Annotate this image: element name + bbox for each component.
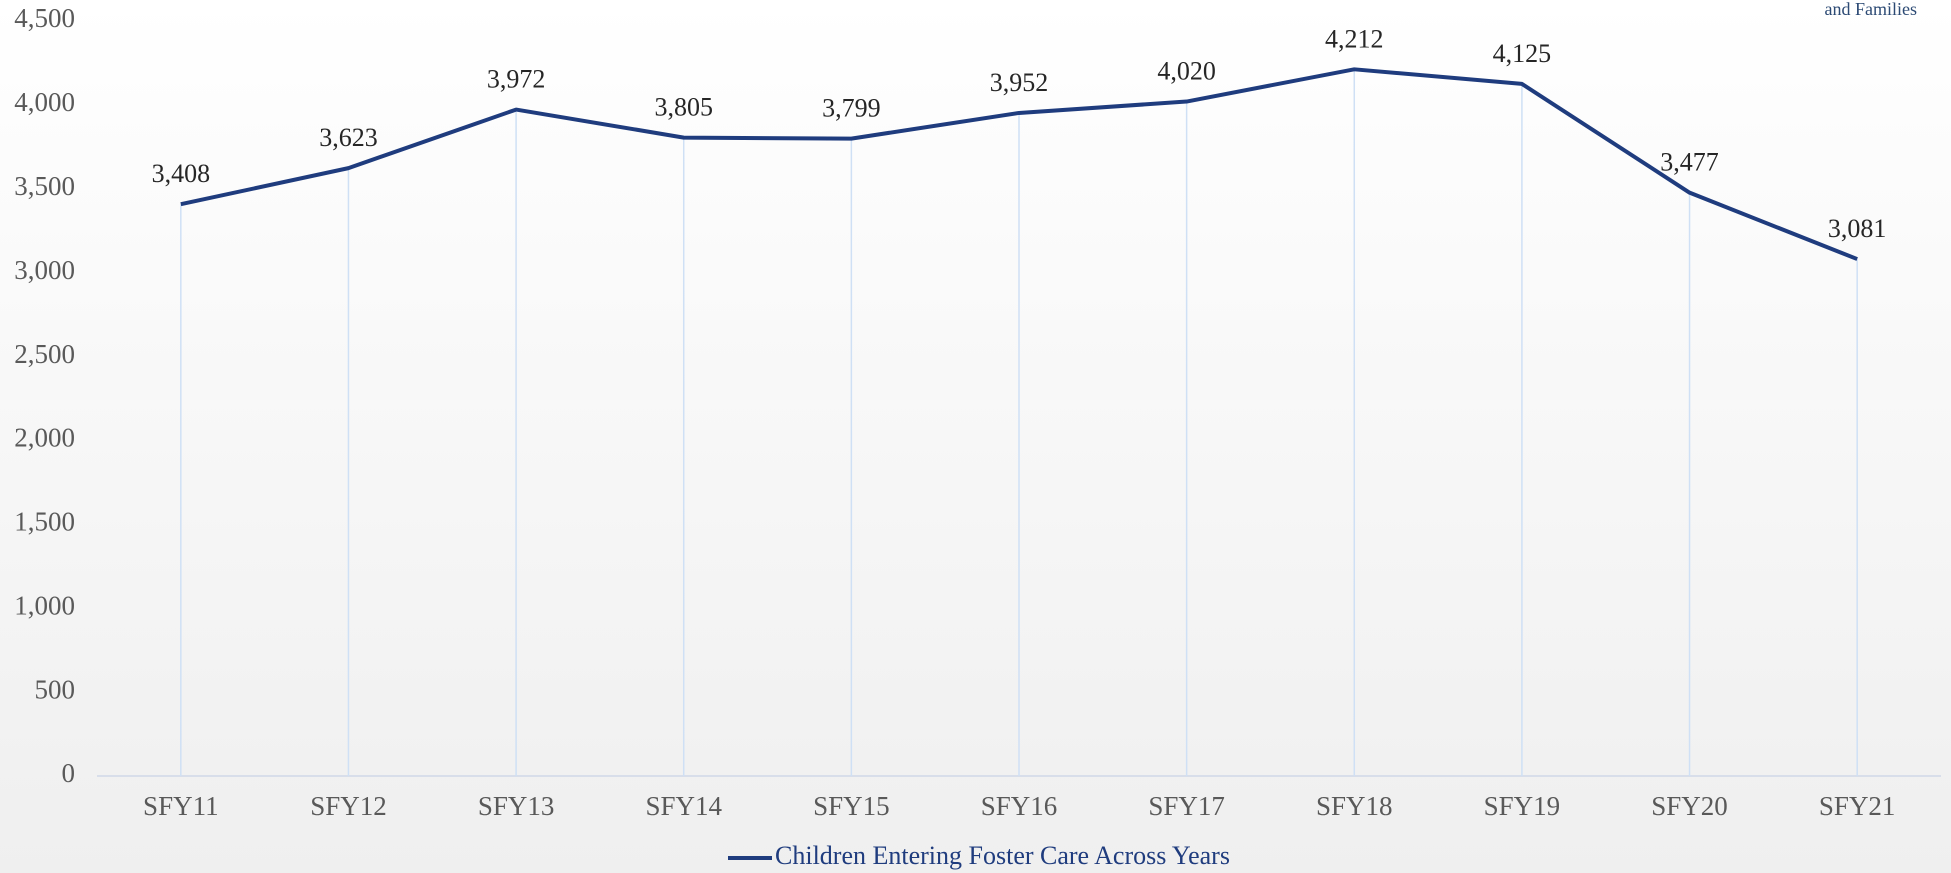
x-tick-label: SFY14 xyxy=(645,791,722,821)
x-tick-label: SFY12 xyxy=(310,791,387,821)
data-label: 3,972 xyxy=(487,65,546,94)
y-tick-label: 0 xyxy=(62,758,76,788)
data-label: 3,805 xyxy=(654,93,713,122)
x-tick-label: SFY21 xyxy=(1819,791,1896,821)
corner-text: and Families xyxy=(1825,0,1918,19)
y-tick-label: 4,000 xyxy=(14,87,75,117)
x-tick-label: SFY16 xyxy=(981,791,1058,821)
data-label: 3,799 xyxy=(822,94,881,123)
x-tick-label: SFY18 xyxy=(1316,791,1393,821)
data-label: 3,952 xyxy=(990,68,1049,97)
x-tick-label: SFY17 xyxy=(1148,791,1225,821)
y-tick-label: 1,500 xyxy=(14,507,75,537)
y-tick-label: 2,000 xyxy=(14,423,75,453)
y-tick-label: 3,000 xyxy=(14,255,75,285)
x-tick-label: SFY13 xyxy=(478,791,555,821)
y-tick-label: 2,500 xyxy=(14,339,75,369)
data-label: 3,623 xyxy=(319,123,378,152)
data-label: 4,125 xyxy=(1493,39,1552,68)
data-label: 3,408 xyxy=(152,159,211,188)
data-label: 4,020 xyxy=(1157,57,1216,86)
x-tick-label: SFY20 xyxy=(1651,791,1728,821)
y-tick-label: 1,000 xyxy=(14,590,75,620)
data-label: 3,081 xyxy=(1828,214,1887,243)
legend-label: Children Entering Foster Care Across Yea… xyxy=(775,841,1230,870)
y-tick-label: 500 xyxy=(35,674,76,704)
data-label: 3,477 xyxy=(1660,148,1719,177)
x-tick-label: SFY15 xyxy=(813,791,890,821)
x-tick-label: SFY11 xyxy=(143,791,219,821)
data-line xyxy=(180,67,1858,261)
y-tick-label: 4,500 xyxy=(14,3,75,33)
y-tick-label: 3,500 xyxy=(14,171,75,201)
data-label: 4,212 xyxy=(1325,24,1384,53)
x-tick-label: SFY19 xyxy=(1484,791,1561,821)
